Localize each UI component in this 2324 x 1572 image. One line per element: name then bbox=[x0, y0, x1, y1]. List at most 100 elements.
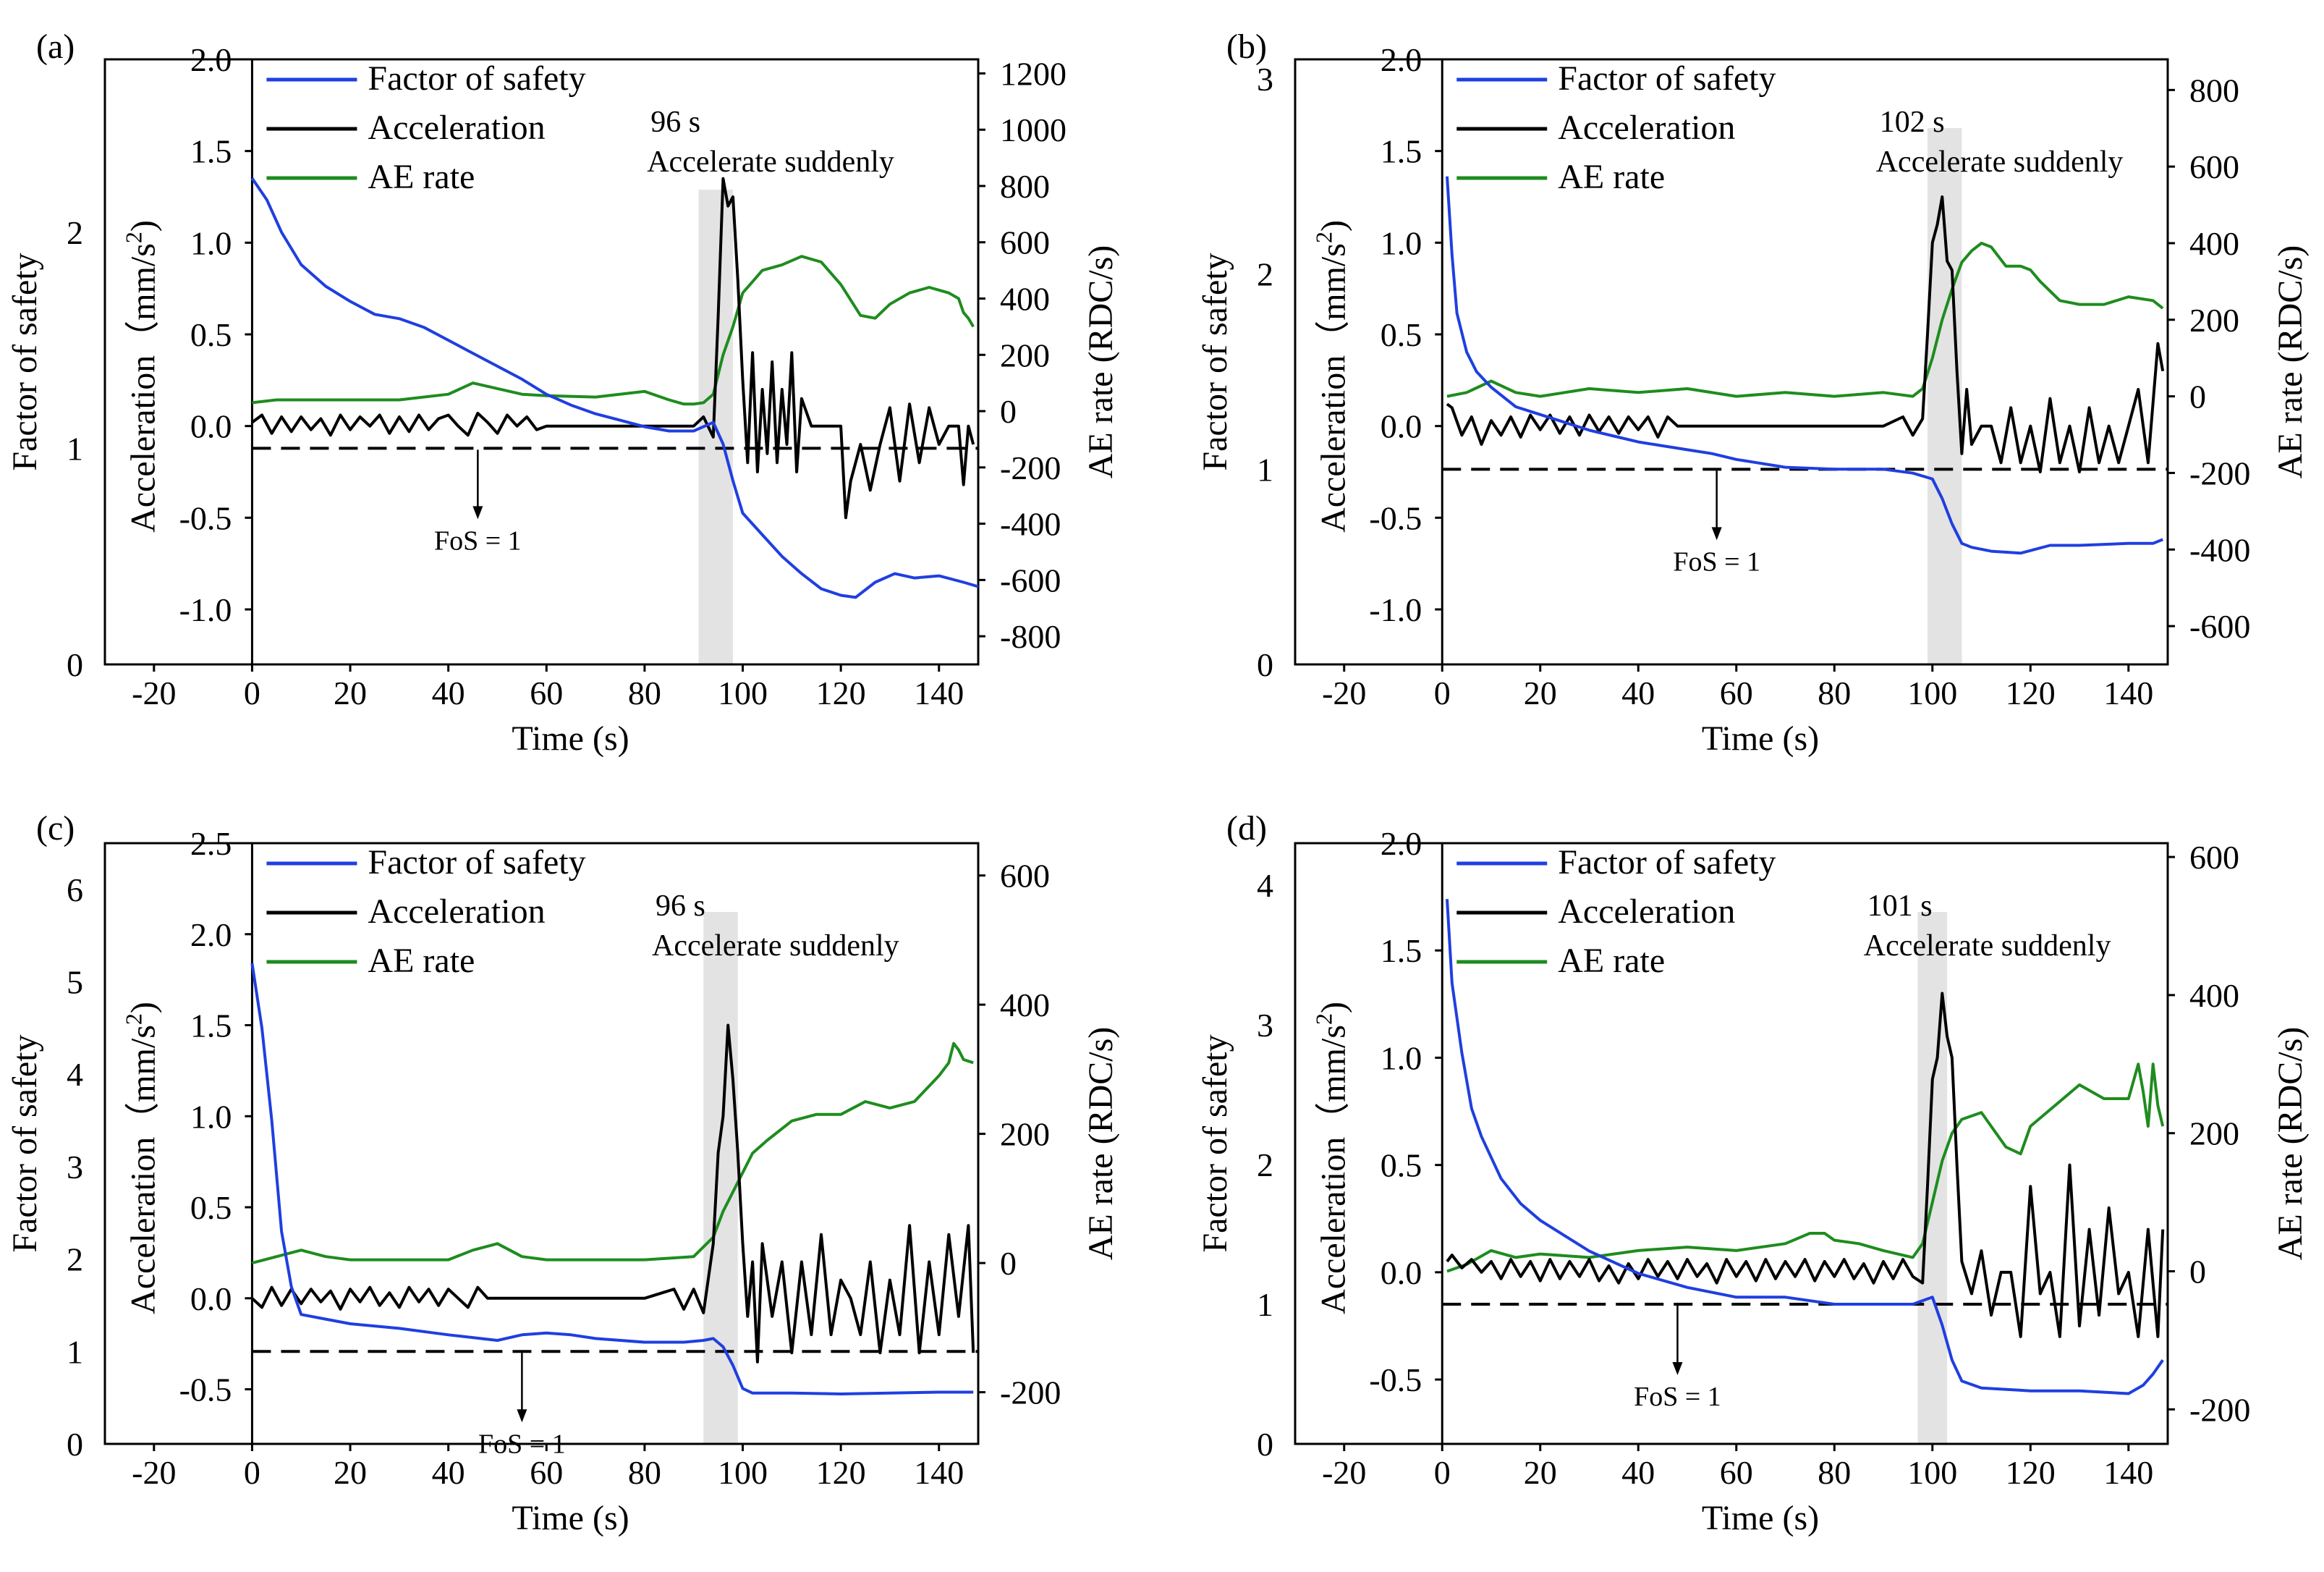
panel-label: (c) bbox=[36, 809, 75, 848]
ae-tick-label: 1000 bbox=[1000, 111, 1066, 148]
acc-tick-label: -0.5 bbox=[179, 1372, 232, 1408]
acc-tick-label: 0.0 bbox=[190, 408, 232, 445]
acc-tick-label: 1.5 bbox=[190, 1007, 232, 1044]
ae-tick-label: 0 bbox=[2189, 379, 2206, 415]
acc-tick-label: -0.5 bbox=[1369, 1361, 1422, 1398]
acc-tick-label: 2.5 bbox=[190, 825, 232, 862]
series-line bbox=[251, 177, 975, 520]
series-ae-rate bbox=[252, 255, 975, 406]
series-factor-of-safety bbox=[1446, 176, 2163, 555]
legend-item: Acceleration bbox=[1558, 892, 1735, 931]
series-line bbox=[1446, 1062, 2165, 1273]
x-tick-label: 140 bbox=[914, 1454, 964, 1491]
plot-frame bbox=[1294, 58, 2169, 666]
x-tick-label: 0 bbox=[1434, 1454, 1451, 1491]
acc-tick-label: 2.0 bbox=[1381, 825, 1422, 862]
ae-tick-label: 400 bbox=[2189, 977, 2239, 1014]
x-tick-label: 40 bbox=[432, 675, 465, 711]
fos-tick-label: 0 bbox=[1257, 646, 1273, 683]
annotation-time: 96 s bbox=[650, 106, 700, 139]
x-tick-label: -20 bbox=[132, 1454, 176, 1491]
x-tick-label: 120 bbox=[2006, 1454, 2056, 1491]
ae-tick-label: 0 bbox=[1000, 393, 1017, 430]
plot-frame bbox=[103, 842, 980, 1445]
annotation-text: Accelerate suddenly bbox=[1864, 929, 2111, 963]
acc-tick-label: 1.5 bbox=[190, 133, 232, 170]
series-ae-rate bbox=[251, 1041, 974, 1265]
ae-tick-label: 600 bbox=[1000, 224, 1050, 261]
panel-label: (b) bbox=[1226, 28, 1267, 66]
annotation-time: 96 s bbox=[656, 889, 705, 923]
acc-tick-label: 0.0 bbox=[1381, 408, 1422, 445]
x-tick-label: 20 bbox=[334, 675, 367, 711]
legend-item: AE rate bbox=[1558, 942, 1665, 980]
accelerate-band bbox=[1928, 128, 1962, 664]
legend-item: Acceleration bbox=[368, 109, 545, 147]
fos-tick-label: 1 bbox=[1257, 451, 1273, 488]
panel-label: (d) bbox=[1226, 809, 1267, 848]
ae-tick-label: -200 bbox=[2189, 1391, 2250, 1428]
ae-tick-label: 0 bbox=[1000, 1245, 1017, 1282]
x-tick-label: 0 bbox=[244, 1454, 260, 1491]
ae-tick-label: 600 bbox=[2189, 839, 2239, 876]
annotation-text: Accelerate suddenly bbox=[1876, 145, 2124, 179]
x-tick-label: 80 bbox=[628, 1454, 661, 1491]
ae-axis-label: AE rate (RDC/s) bbox=[1082, 1027, 1120, 1261]
fos-tick-label: 2 bbox=[1257, 1146, 1273, 1183]
x-axis-label: Time (s) bbox=[1702, 1499, 1819, 1537]
ae-tick-label: -800 bbox=[1000, 618, 1061, 655]
ae-tick-label: 400 bbox=[1000, 986, 1050, 1023]
x-tick-label: 40 bbox=[1621, 1454, 1655, 1491]
series-line bbox=[252, 255, 975, 406]
fos-tick-label: 3 bbox=[1257, 61, 1273, 98]
fos-tick-label: 3 bbox=[67, 1149, 83, 1186]
acc-tick-label: 1.0 bbox=[1381, 1039, 1422, 1076]
fos-tick-label: 1 bbox=[67, 1333, 83, 1370]
ae-tick-label: 400 bbox=[2189, 225, 2239, 262]
accelerate-band bbox=[1917, 912, 1948, 1444]
acc-tick-label: 0.0 bbox=[1381, 1254, 1422, 1291]
series-acceleration bbox=[251, 177, 975, 520]
legend-item: AE rate bbox=[368, 942, 475, 980]
acc-tick-label: 1.0 bbox=[190, 224, 232, 261]
x-tick-label: 140 bbox=[2103, 675, 2153, 711]
series-line bbox=[250, 177, 979, 599]
acc-tick-label: 2.0 bbox=[190, 916, 232, 953]
x-tick-label: -20 bbox=[1322, 675, 1366, 711]
fos-tick-label: 3 bbox=[1257, 1007, 1273, 1044]
series-line bbox=[1446, 899, 2164, 1395]
ae-tick-label: -200 bbox=[1000, 1374, 1061, 1411]
acc-tick-label: 2.0 bbox=[1381, 41, 1422, 78]
legend-item: Acceleration bbox=[368, 892, 545, 931]
ae-tick-label: 600 bbox=[1000, 858, 1050, 895]
fos-arrow-head bbox=[517, 1409, 527, 1423]
series-ae-rate bbox=[1446, 242, 2164, 398]
fos-tick-label: 5 bbox=[67, 964, 83, 1001]
x-tick-label: 80 bbox=[628, 675, 661, 711]
panel-label: (a) bbox=[36, 28, 75, 66]
acc-tick-label: -0.5 bbox=[179, 499, 232, 536]
ae-tick-label: 800 bbox=[2189, 72, 2239, 109]
x-tick-label: 100 bbox=[718, 1454, 768, 1491]
fos-tick-label: 2 bbox=[67, 214, 83, 251]
fos-label: FoS = 1 bbox=[478, 1429, 566, 1459]
series-factor-of-safety bbox=[1446, 899, 2164, 1395]
x-tick-label: -20 bbox=[1322, 1454, 1366, 1491]
acc-tick-label: 1.5 bbox=[1381, 133, 1422, 170]
fos-label: FoS = 1 bbox=[434, 525, 522, 556]
ae-tick-label: -600 bbox=[2189, 608, 2250, 645]
fos-tick-label: 0 bbox=[1257, 1426, 1273, 1463]
ae-tick-label: -400 bbox=[2189, 531, 2250, 568]
fos-tick-label: 0 bbox=[67, 646, 83, 683]
x-tick-label: 60 bbox=[1720, 1454, 1753, 1491]
ae-tick-label: 200 bbox=[2189, 1115, 2239, 1152]
series-acceleration bbox=[251, 1023, 975, 1364]
acc-tick-label: 1.0 bbox=[1381, 224, 1422, 261]
plot-frame bbox=[103, 58, 980, 666]
ae-tick-label: -200 bbox=[1000, 449, 1061, 486]
series-line bbox=[250, 963, 974, 1395]
fos-axis-label: Factor of safety bbox=[1196, 253, 1234, 470]
